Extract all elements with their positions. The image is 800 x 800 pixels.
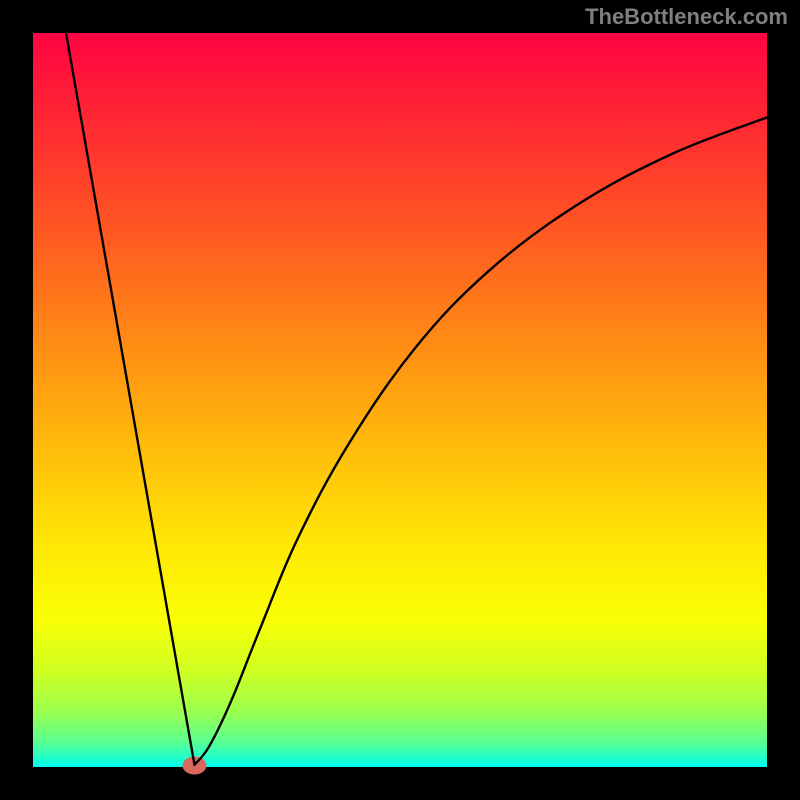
watermark-text: TheBottleneck.com [585,4,788,30]
plot-area [33,33,767,767]
bottleneck-chart [0,0,800,800]
chart-container: TheBottleneck.com [0,0,800,800]
